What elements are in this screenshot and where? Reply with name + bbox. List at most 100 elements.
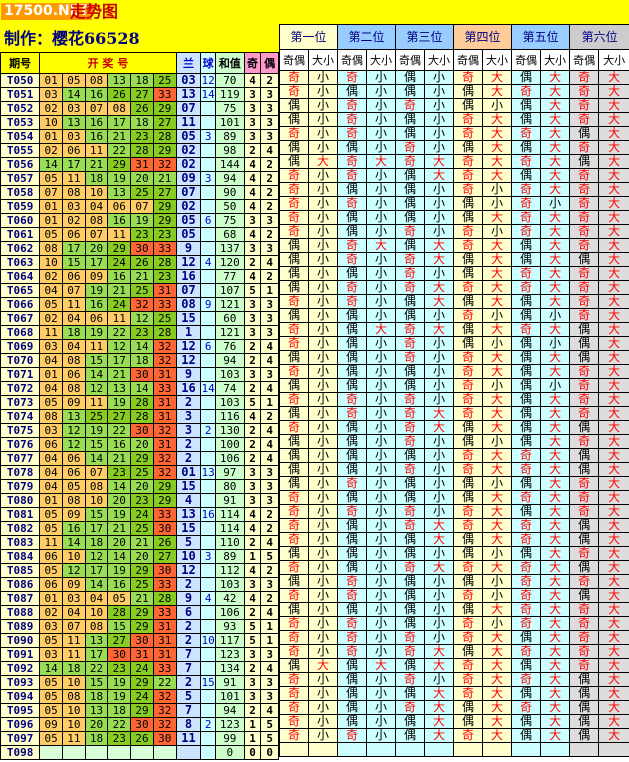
draw-number: 08 [61, 381, 86, 396]
odd-even-cell: 奇 [453, 224, 484, 239]
draw-number: 25 [152, 73, 177, 88]
sum-value: 114 [214, 507, 245, 522]
odd-count: 2 [243, 143, 262, 158]
draw-number: 24 [130, 689, 154, 704]
big-small-cell: 大 [424, 714, 455, 729]
draw-number: 18 [61, 325, 86, 340]
odd-even-cell: 奇 [279, 336, 309, 351]
blue-ball: 02 [175, 143, 202, 158]
big-small-cell: 大 [482, 168, 513, 183]
odd-even-subheader: 奇偶 [511, 49, 542, 71]
draw-number: 18 [84, 731, 109, 746]
even-count: 3 [260, 577, 279, 592]
odd-count: 2 [243, 703, 262, 718]
big-small-cell: 小 [424, 112, 455, 127]
even-count: 4 [260, 423, 279, 438]
big-small-cell: 小 [307, 322, 339, 337]
draw-number: 04 [84, 199, 109, 214]
odd-count: 4 [243, 185, 262, 200]
odd-even-cell: 奇 [337, 196, 368, 211]
draw-number: 30 [130, 423, 154, 438]
big-small-cell: 小 [307, 336, 339, 351]
odd-count: 3 [243, 297, 262, 312]
odd-even-cell: 偶 [453, 574, 484, 589]
draw-number: 21 [152, 171, 177, 186]
blue-interval: 14 [200, 87, 216, 102]
odd-count: 2 [243, 661, 262, 676]
odd-even-cell: 偶 [395, 196, 426, 211]
odd-count: 2 [243, 535, 262, 550]
big-small-cell: 大 [540, 518, 571, 533]
draw-number: 01 [39, 367, 63, 382]
draw-number: 22 [152, 675, 177, 690]
draw-number: 12 [61, 563, 86, 578]
odd-count: 5 [243, 619, 262, 634]
blue-ball: 02 [175, 199, 202, 214]
odd-count: 3 [243, 493, 262, 508]
trend-row: 奇小偶小偶小偶大奇大奇大 [279, 210, 629, 225]
period-cell: T051 [0, 87, 41, 102]
draw-number: 25 [84, 409, 109, 424]
odd-even-cell: 奇 [511, 644, 542, 659]
odd-even-cell: 奇 [453, 560, 484, 575]
odd-even-cell: 偶 [511, 504, 542, 519]
blue-interval [200, 353, 216, 368]
odd-even-cell: 奇 [395, 224, 426, 239]
draw-row: T095 05 10 13 18 29 32 7 94 2 4 [0, 703, 279, 718]
odd-even-cell: 奇 [511, 532, 542, 547]
odd-even-cell: 奇 [453, 378, 484, 393]
big-small-cell: 小 [540, 378, 571, 393]
sum-value: 75 [214, 101, 245, 116]
draw-row: T081 05 09 15 19 24 33 13 16 114 4 2 [0, 507, 279, 522]
draw-number: 19 [84, 283, 109, 298]
draw-number: 08 [39, 409, 63, 424]
site-logo[interactable]: 17500.NET [1, 3, 92, 20]
odd-even-cell: 偶 [337, 518, 368, 533]
odd-even-cell: 偶 [395, 602, 426, 617]
big-small-cell: 小 [307, 686, 339, 701]
draw-number: 31 [130, 647, 154, 662]
blue-ball: 05 [175, 213, 202, 228]
draw-number: 10 [84, 185, 109, 200]
big-small-cell: 大 [482, 714, 513, 729]
odd-even-cell: 奇 [279, 644, 309, 659]
odd-even-cell: 奇 [279, 728, 309, 743]
draw-number: 02 [39, 143, 63, 158]
odd-even-cell: 奇 [279, 616, 309, 631]
big-small-cell: 小 [366, 700, 397, 715]
blue-interval: 13 [200, 465, 216, 480]
trend-row: 偶小奇小奇大奇大偶大奇大 [279, 406, 629, 421]
draw-number: 06 [61, 143, 86, 158]
big-small-cell: 大 [598, 280, 629, 295]
big-small-cell: 大 [540, 532, 571, 547]
draw-number: 02 [61, 213, 86, 228]
big-small-cell: 大 [540, 658, 571, 673]
odd-even-cell: 奇 [453, 70, 484, 85]
big-small-cell: 小 [366, 336, 397, 351]
odd-even-cell: 奇 [279, 560, 309, 575]
draw-number: 27 [107, 633, 132, 648]
draw-number: 21 [107, 521, 132, 536]
odd-count: 3 [243, 213, 262, 228]
draw-number: 09 [61, 577, 86, 592]
odd-even-cell: 偶 [511, 252, 542, 267]
draw-number: 20 [130, 171, 154, 186]
period-cell: T055 [0, 143, 41, 158]
odd-even-cell: 偶 [511, 406, 542, 421]
draw-number: 05 [107, 591, 132, 606]
draw-number: 11 [107, 227, 132, 242]
sum-value: 101 [214, 689, 245, 704]
odd-even-cell: 奇 [511, 616, 542, 631]
draw-row: T092 14 18 22 23 24 33 7 134 2 4 [0, 661, 279, 676]
blue-interval: 16 [200, 507, 216, 522]
big-small-cell: 大 [598, 672, 629, 687]
draw-number: 16 [107, 269, 132, 284]
sum-value: 103 [214, 577, 245, 592]
even-count: 4 [260, 353, 279, 368]
draw-number: 23 [130, 227, 154, 242]
big-small-cell: 小 [424, 588, 455, 603]
odd-even-cell: 奇 [569, 490, 600, 505]
big-small-cell: 大 [424, 728, 455, 743]
draw-number: 10 [84, 605, 109, 620]
draw-number: 17 [84, 521, 109, 536]
